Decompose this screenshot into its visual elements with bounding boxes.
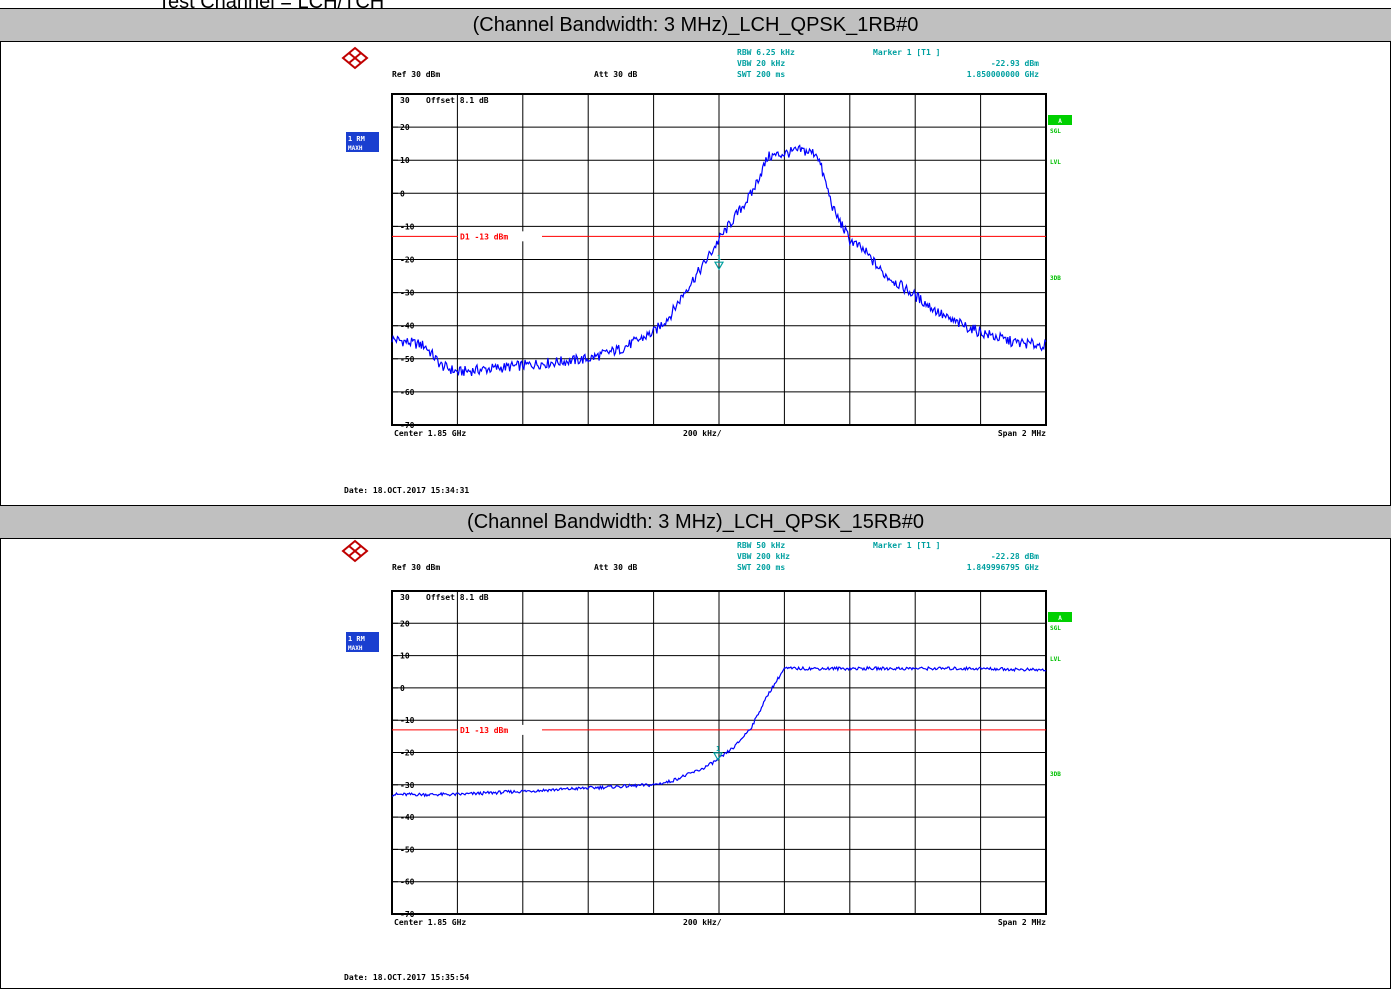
center-frequency: Center 1.85 GHz [394, 918, 466, 927]
ref-level: Ref 30 dBm [392, 70, 440, 79]
y-tick-label: 30 [400, 593, 410, 602]
marker-label: Marker 1 [T1 ] [873, 48, 940, 57]
spectrum-plot-1: RBW 6.25 kHz VBW 20 kHz SWT 200 ms Marke… [341, 46, 1072, 495]
capture-date: Date: 18.OCT.2017 15:35:54 [344, 973, 469, 982]
y-tick-label: -10 [400, 716, 415, 725]
span-label: Span 2 MHz [998, 429, 1046, 438]
marker-label: Marker 1 [T1 ] [873, 541, 940, 550]
y-tick-label: -10 [400, 222, 415, 231]
a-badge-text: A [1058, 118, 1062, 125]
attenuation: Att 30 dB [594, 70, 638, 79]
swt-label: SWT 200 ms [737, 563, 785, 572]
y-tick-label: -30 [400, 289, 415, 298]
a-badge-text: A [1058, 615, 1062, 622]
y-tick-label: -30 [400, 781, 415, 790]
sgl-label: SGL [1050, 625, 1061, 632]
attenuation: Att 30 dB [594, 563, 638, 572]
plot-grid [391, 93, 1047, 426]
span-label: Span 2 MHz [998, 918, 1046, 927]
marker-number: 1 [717, 254, 721, 262]
y-tick-label: -60 [400, 878, 415, 887]
results-table: (Channel Bandwidth: 3 MHz)_LCH_QPSK_1RB#… [0, 8, 1391, 989]
marker-level: -22.28 dBm [991, 552, 1039, 561]
vbw-label: VBW 20 kHz [737, 59, 785, 68]
a-badge [1048, 612, 1072, 622]
marker-level: -22.93 dBm [991, 59, 1039, 68]
y-tick-labels: 30 20 10 0 -10 -20 -30 -40 -50 -60 -70 [392, 96, 415, 430]
offset-label: Offset 8.1 dB [426, 593, 489, 602]
span-per-division: 200 kHz/ [683, 429, 722, 438]
rbw-label: RBW 6.25 kHz [737, 48, 795, 57]
marker-triangle [713, 261, 725, 271]
limit-line-label: D1 -13 dBm [460, 726, 508, 735]
3db-label: 3DB [1050, 275, 1061, 282]
plot-2-title: (Channel Bandwidth: 3 MHz)_LCH_QPSK_15RB… [0, 505, 1391, 539]
trace-mode: MAXH [348, 145, 363, 152]
y-tick-label: -40 [400, 322, 415, 331]
trace-mode: MAXH [348, 645, 363, 652]
y-tick-label: -20 [400, 256, 415, 265]
trace-label-box: 1 RM MAXH [346, 132, 379, 152]
y-tick-label: 10 [400, 652, 410, 661]
rs-logo-icon [341, 539, 369, 563]
limit-line-label: D1 -13 dBm [460, 232, 508, 241]
spectrum-plot-2: RBW 50 kHz VBW 200 kHz SWT 200 ms Marker… [341, 539, 1072, 982]
marker-frequency: 1.849996795 GHz [967, 563, 1039, 572]
y-tick-label: 0 [400, 684, 405, 693]
marker-number: 1 [716, 745, 720, 753]
plot-1-title: (Channel Bandwidth: 3 MHz)_LCH_QPSK_1RB#… [0, 8, 1391, 42]
plot-1-cell: RBW 6.25 kHz VBW 20 kHz SWT 200 ms Marke… [0, 42, 1391, 505]
y-tick-labels: 30 20 10 0 -10 -20 -30 -40 -50 -60 -70 [392, 593, 415, 919]
span-per-division: 200 kHz/ [683, 918, 722, 927]
marker-triangle [712, 752, 723, 762]
y-tick-label: -50 [400, 355, 415, 364]
y-tick-label: 30 [400, 96, 410, 105]
y-tick-label: 20 [400, 123, 410, 132]
3db-label: 3DB [1050, 771, 1061, 778]
y-tick-label: 0 [400, 189, 405, 198]
swt-label: SWT 200 ms [737, 70, 785, 79]
y-tick-label: -20 [400, 749, 415, 758]
sgl-label: SGL [1050, 128, 1061, 135]
spectrum-trace [391, 144, 1047, 377]
offset-label: Offset 8.1 dB [426, 96, 489, 105]
y-tick-label: -60 [400, 388, 415, 397]
marker-1: 1 [712, 745, 723, 762]
lvl-label: LVL [1050, 656, 1061, 663]
limit-line: D1 -13 dBm [392, 724, 1046, 735]
marker-1: 1 [713, 254, 725, 271]
capture-date: Date: 18.OCT.2017 15:34:31 [344, 486, 469, 495]
ref-level: Ref 30 dBm [392, 563, 440, 572]
y-tick-label: -40 [400, 813, 415, 822]
plot-2-cell: RBW 50 kHz VBW 200 kHz SWT 200 ms Marker… [0, 539, 1391, 989]
center-frequency: Center 1.85 GHz [394, 429, 466, 438]
marker-frequency: 1.850000000 GHz [967, 70, 1039, 79]
lvl-label: LVL [1050, 159, 1061, 166]
vbw-label: VBW 200 kHz [737, 552, 790, 561]
trace-label: 1 RM [348, 635, 365, 643]
y-tick-label: 20 [400, 619, 410, 628]
trace-label-box: 1 RM MAXH [346, 632, 379, 652]
a-badge [1048, 115, 1072, 125]
rs-logo-icon [341, 46, 369, 70]
y-tick-label: 10 [400, 156, 410, 165]
y-tick-label: -50 [400, 845, 415, 854]
trace-label: 1 RM [348, 135, 365, 143]
y-tick-label: -70 [400, 421, 415, 430]
rbw-label: RBW 50 kHz [737, 541, 785, 550]
y-tick-label: -70 [400, 910, 415, 919]
